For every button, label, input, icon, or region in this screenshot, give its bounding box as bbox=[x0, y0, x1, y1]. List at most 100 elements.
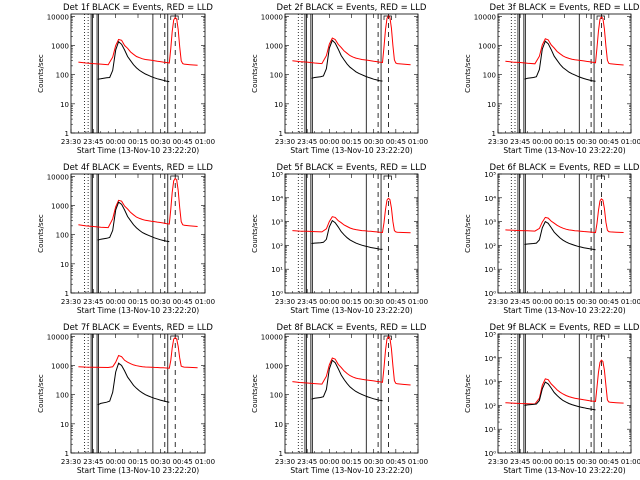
y-tick-label: 1 bbox=[65, 290, 69, 298]
x-tick-label: 00:45 bbox=[599, 298, 619, 306]
y-tick-label: 1000 bbox=[265, 42, 283, 50]
series-events-line bbox=[524, 40, 596, 82]
x-tick-label: 01:00 bbox=[621, 298, 640, 306]
peak-bracket bbox=[383, 15, 392, 20]
y-tick-label: 10⁰ bbox=[484, 290, 496, 298]
x-axis-label: Start Time (13-Nov-10 23:22:20) bbox=[503, 306, 625, 315]
panel-4: Det 4f BLACK = Events, RED = LLD 1 10 100 10… bbox=[37, 163, 215, 315]
panel-title: Det 1f BLACK = Events, RED = LLD bbox=[63, 3, 213, 13]
y-tick-label: 100 bbox=[56, 232, 69, 240]
x-tick-label: 23:45 bbox=[297, 458, 317, 466]
x-tick-label: 00:30 bbox=[577, 138, 597, 146]
series-lld-line bbox=[78, 16, 198, 66]
y-axis-label: Counts/sec bbox=[464, 374, 472, 413]
x-tick-label: 01:00 bbox=[621, 458, 640, 466]
series-lld-line bbox=[78, 336, 198, 369]
x-tick-label: 00:15 bbox=[554, 138, 574, 146]
y-tick-label: 10¹ bbox=[484, 426, 496, 434]
y-tick-label: 1 bbox=[65, 450, 69, 458]
x-axis-label: Start Time (13-Nov-10 23:22:20) bbox=[290, 146, 412, 155]
x-tick-label: 00:15 bbox=[128, 458, 148, 466]
panel-9: Det 9f BLACK = Events, RED = LLD 10⁰ 10¹ 10… bbox=[464, 323, 640, 475]
panel-1: Det 1f BLACK = Events, RED = LLD 1 10 100 10… bbox=[37, 3, 215, 155]
peak-bracket bbox=[170, 335, 179, 340]
y-tick-label: 10 bbox=[60, 101, 69, 109]
y-tick-label: 1000 bbox=[51, 362, 69, 370]
y-tick-label: 1 bbox=[279, 450, 283, 458]
y-tick-label: 10 bbox=[274, 421, 283, 429]
x-tick-label: 00:00 bbox=[532, 458, 552, 466]
x-axis-label: Start Time (13-Nov-10 23:22:20) bbox=[77, 466, 199, 475]
series-lld-line bbox=[292, 335, 411, 386]
y-tick-label: 10 bbox=[274, 101, 283, 109]
panel-title: Det 8f BLACK = Events, RED = LLD bbox=[277, 323, 427, 333]
y-tick-label: 10⁵ bbox=[484, 171, 496, 179]
y-tick-label: 10² bbox=[271, 242, 283, 250]
y-tick-label: 1000 bbox=[51, 42, 69, 50]
x-tick-label: 00:30 bbox=[364, 138, 384, 146]
y-tick-label: 10000 bbox=[47, 13, 69, 21]
y-tick-label: 100 bbox=[270, 392, 283, 400]
x-tick-label: 23:30 bbox=[488, 138, 508, 146]
x-axis-label: Start Time (13-Nov-10 23:22:20) bbox=[77, 146, 199, 155]
y-tick-label: 10³ bbox=[271, 219, 283, 227]
y-tick-label: 10⁴ bbox=[484, 195, 496, 203]
x-tick-label: 00:45 bbox=[173, 298, 193, 306]
x-tick-label: 23:45 bbox=[510, 138, 530, 146]
x-tick-label: 00:15 bbox=[341, 458, 361, 466]
x-tick-label: 00:15 bbox=[554, 458, 574, 466]
y-axis-label: Counts/sec bbox=[37, 54, 45, 93]
panel-title: Det 6f BLACK = Events, RED = LLD bbox=[490, 163, 640, 173]
y-axis-label: Counts/sec bbox=[37, 374, 45, 413]
y-tick-label: 10⁴ bbox=[271, 195, 283, 203]
y-tick-label: 100 bbox=[56, 72, 69, 80]
y-tick-label: 1 bbox=[65, 130, 69, 138]
y-tick-label: 10000 bbox=[47, 173, 69, 181]
y-tick-label: 1 bbox=[279, 130, 283, 138]
x-tick-label: 00:00 bbox=[106, 298, 126, 306]
series-events-line bbox=[524, 381, 596, 411]
x-tick-label: 00:30 bbox=[577, 298, 597, 306]
x-tick-label: 00:00 bbox=[532, 138, 552, 146]
x-tick-label: 23:30 bbox=[275, 298, 295, 306]
x-tick-label: 23:30 bbox=[61, 458, 81, 466]
y-tick-label: 10000 bbox=[261, 13, 283, 21]
x-tick-label: 01:00 bbox=[408, 298, 428, 306]
x-tick-label: 00:45 bbox=[173, 458, 193, 466]
x-tick-label: 23:45 bbox=[83, 138, 103, 146]
series-events-line bbox=[524, 220, 596, 251]
y-tick-label: 10³ bbox=[484, 379, 496, 387]
x-tick-label: 01:00 bbox=[195, 138, 215, 146]
x-tick-label: 00:15 bbox=[128, 298, 148, 306]
x-tick-label: 23:30 bbox=[488, 298, 508, 306]
x-tick-label: 23:30 bbox=[275, 138, 295, 146]
x-tick-label: 00:30 bbox=[364, 458, 384, 466]
x-tick-label: 00:00 bbox=[106, 458, 126, 466]
y-tick-label: 10000 bbox=[261, 333, 283, 341]
x-tick-label: 23:30 bbox=[61, 298, 81, 306]
x-tick-label: 23:30 bbox=[275, 458, 295, 466]
x-tick-label: 23:45 bbox=[510, 458, 530, 466]
y-tick-label: 10¹ bbox=[484, 266, 496, 274]
x-tick-label: 00:45 bbox=[386, 138, 406, 146]
y-tick-label: 100 bbox=[270, 72, 283, 80]
series-events-line bbox=[311, 219, 383, 250]
y-tick-label: 1000 bbox=[265, 362, 283, 370]
series-events-line bbox=[311, 359, 383, 402]
x-tick-label: 00:15 bbox=[341, 138, 361, 146]
y-tick-label: 10⁵ bbox=[484, 331, 496, 339]
panel-title: Det 2f BLACK = Events, RED = LLD bbox=[277, 3, 427, 13]
x-tick-label: 00:45 bbox=[386, 458, 406, 466]
panel-6: Det 6f BLACK = Events, RED = LLD 10⁰ 10¹ 10… bbox=[464, 163, 640, 315]
y-axis-label: Counts/sec bbox=[251, 374, 259, 413]
x-tick-label: 00:00 bbox=[319, 458, 339, 466]
panel-title: Det 3f BLACK = Events, RED = LLD bbox=[490, 3, 640, 13]
series-events-line bbox=[311, 39, 383, 82]
peak-bracket bbox=[170, 175, 179, 180]
x-tick-label: 00:00 bbox=[532, 298, 552, 306]
y-tick-label: 10 bbox=[487, 101, 496, 109]
x-tick-label: 00:45 bbox=[599, 458, 619, 466]
y-axis-label: Counts/sec bbox=[251, 54, 259, 93]
y-tick-label: 100 bbox=[56, 392, 69, 400]
